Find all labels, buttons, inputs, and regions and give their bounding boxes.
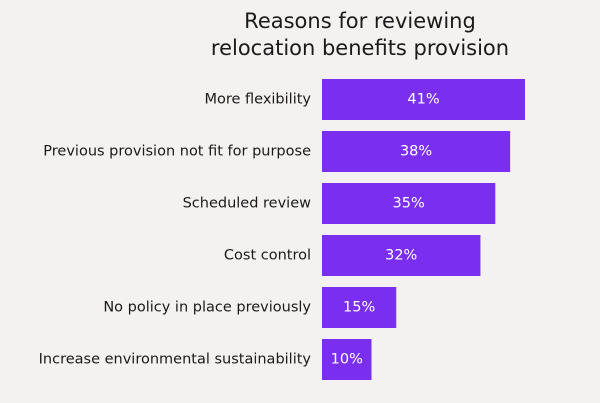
- bar-increase-environmental-sustainability: [322, 339, 372, 380]
- value-label-no-policy-in-place-previously: 15%: [343, 300, 375, 316]
- value-label-scheduled-review: 35%: [393, 196, 425, 212]
- category-label-previous-provision-not-fit-for-purpose: Previous provision not fit for purpose: [43, 144, 311, 160]
- chart-title-line-2: relocation benefits provision: [210, 36, 510, 60]
- category-label-cost-control: Cost control: [224, 248, 311, 264]
- category-label-more-flexibility: More flexibility: [204, 92, 311, 108]
- value-label-more-flexibility: 41%: [407, 92, 439, 108]
- value-label-cost-control: 32%: [385, 248, 417, 264]
- category-label-no-policy-in-place-previously: No policy in place previously: [103, 300, 311, 316]
- chart-title-line-1: Reasons for reviewing: [244, 9, 476, 33]
- value-label-previous-provision-not-fit-for-purpose: 38%: [400, 144, 432, 160]
- bar-scheduled-review: [322, 183, 496, 224]
- bar-previous-provision-not-fit-for-purpose: [322, 131, 511, 172]
- bar-cost-control: [322, 235, 481, 276]
- category-label-scheduled-review: Scheduled review: [183, 196, 312, 212]
- bar-more-flexibility: [322, 79, 525, 120]
- value-label-increase-environmental-sustainability: 10%: [331, 352, 363, 368]
- category-label-increase-environmental-sustainability: Increase environmental sustainability: [39, 352, 312, 368]
- bar-no-policy-in-place-previously: [322, 287, 397, 328]
- chart-title: Reasons for reviewing relocation benefit…: [130, 8, 590, 62]
